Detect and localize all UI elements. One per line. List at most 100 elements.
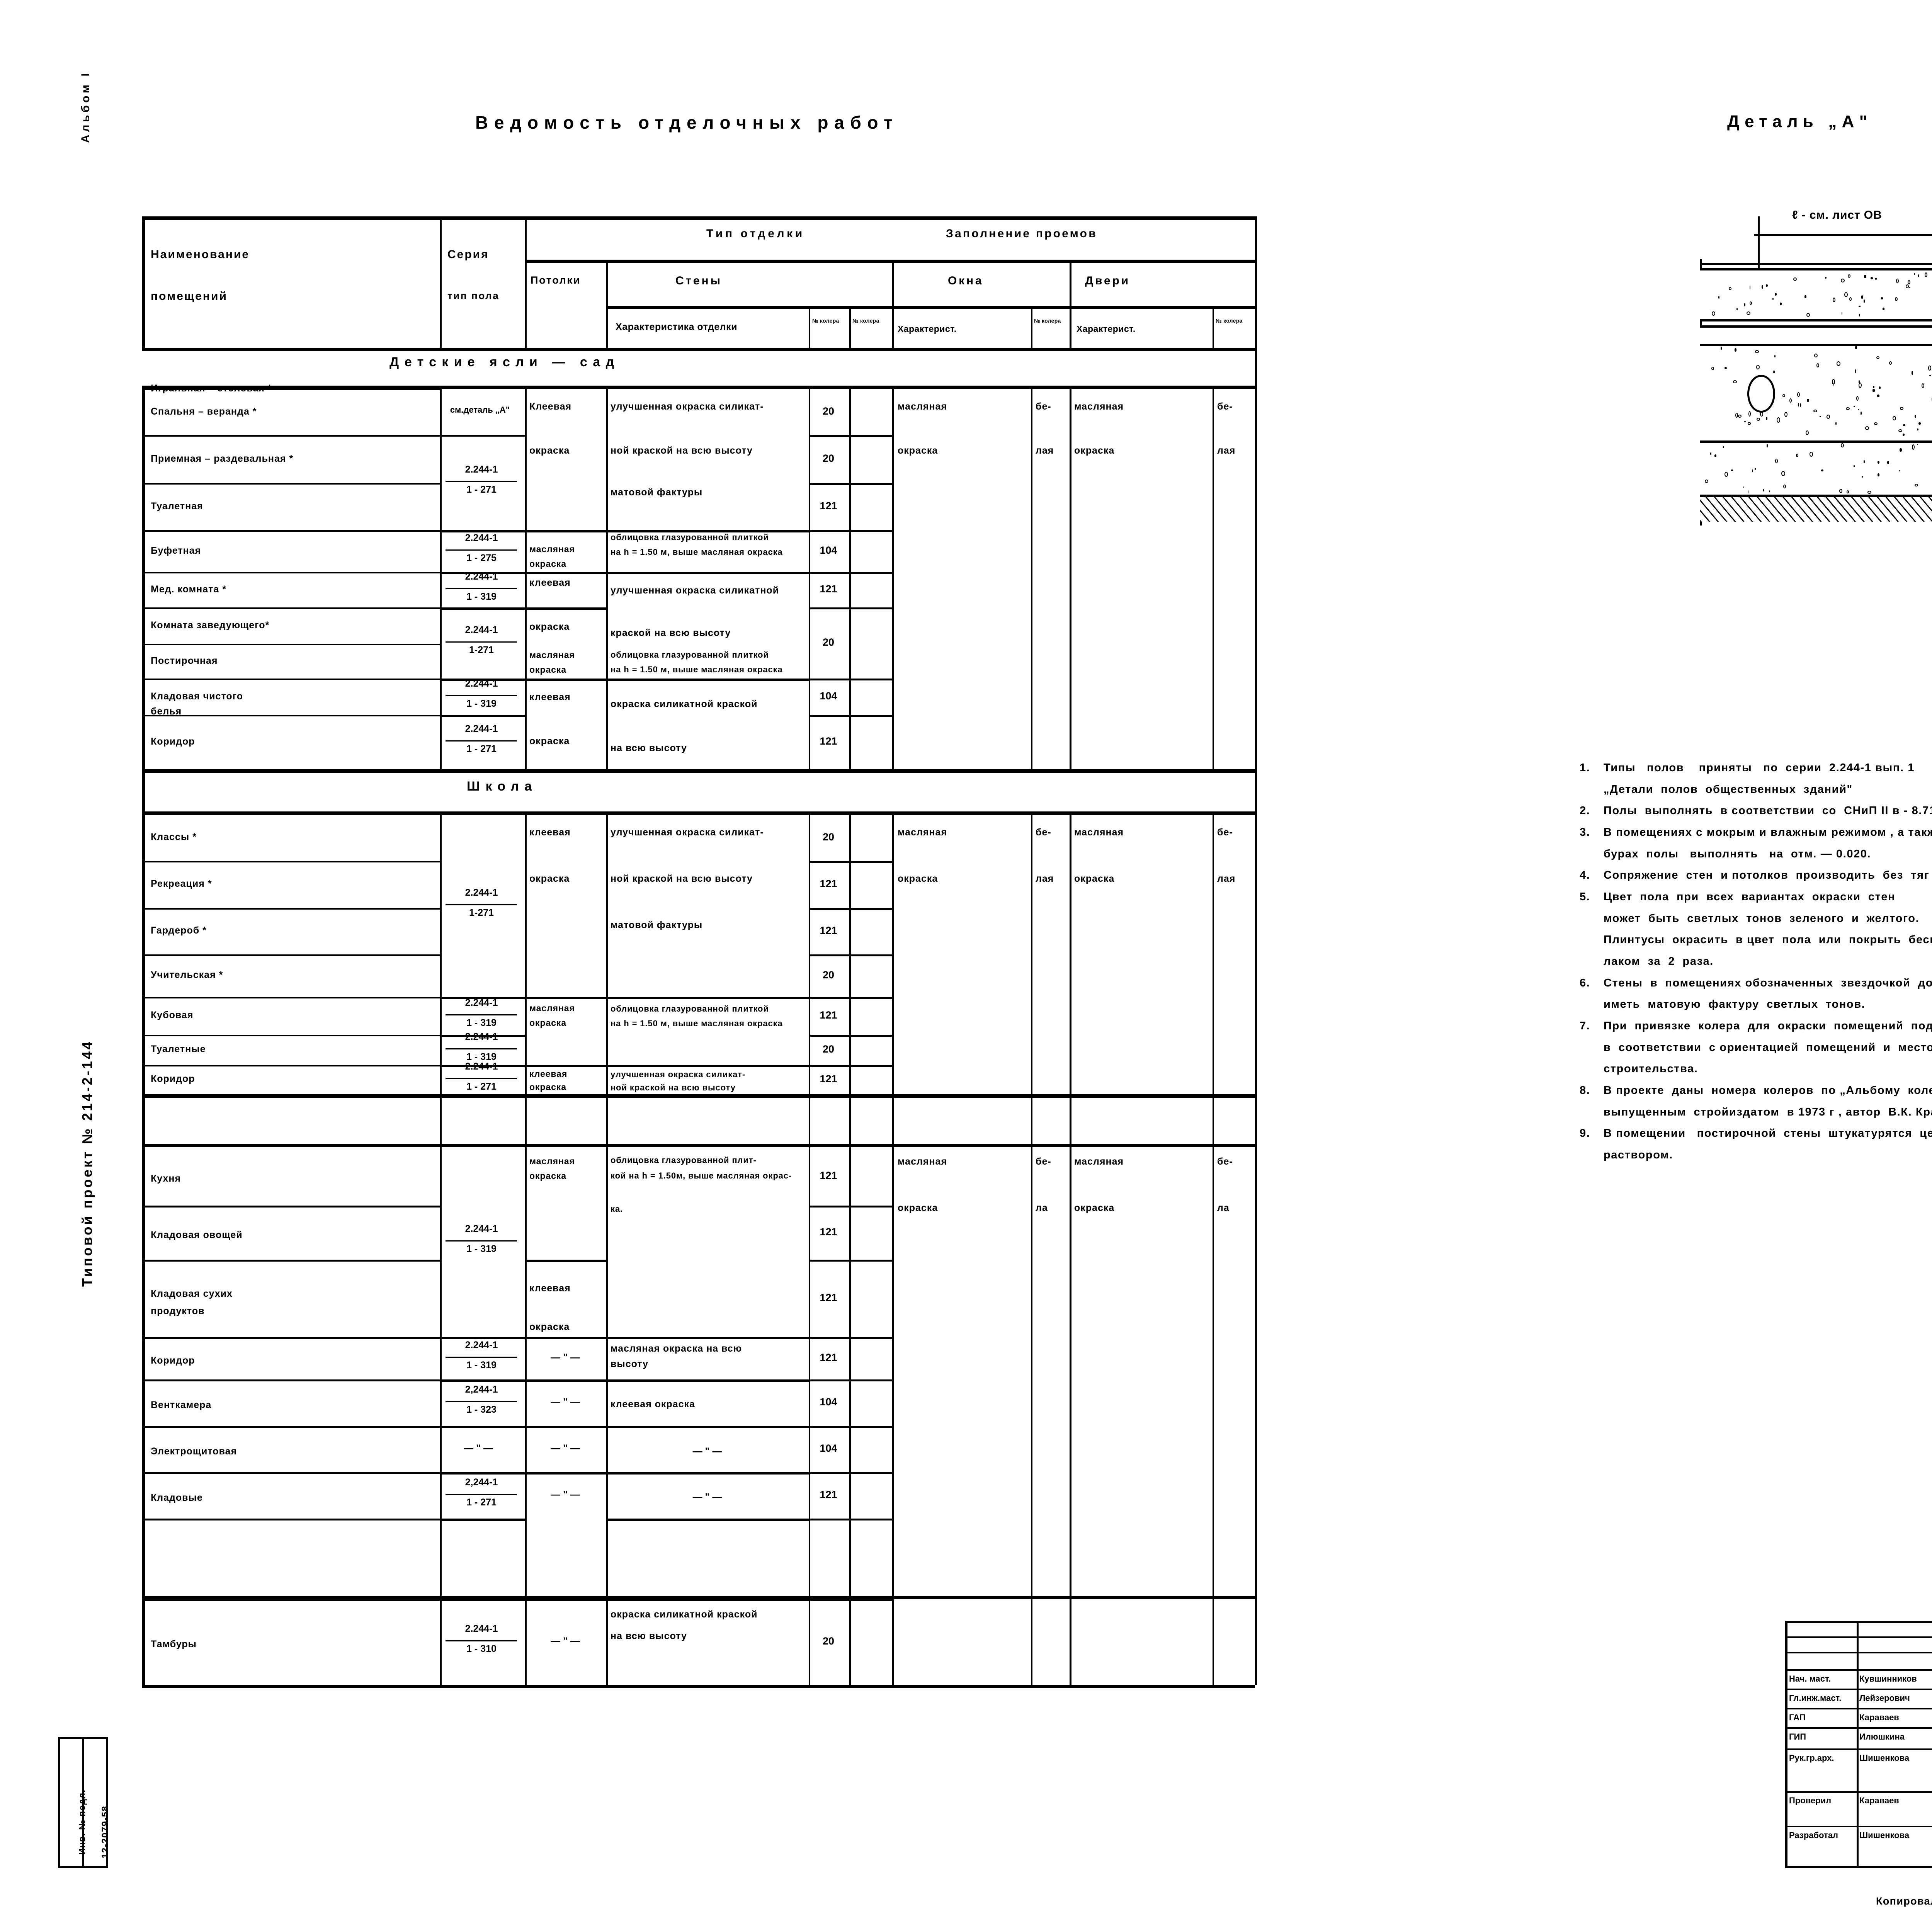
table-row-rule <box>809 607 892 609</box>
table-window-char: масляная <box>898 1156 947 1167</box>
table-ceiling-label: масляная <box>529 544 575 554</box>
note-line: может быть светлых тонов зеленого и желт… <box>1604 908 1932 930</box>
table-row-series: см.деталь „А" <box>441 405 519 415</box>
table-wall-text: ной краской на всю высоту <box>611 445 753 456</box>
note-line: раствором. <box>1604 1145 1932 1166</box>
section-title-nursery: Детские ясли — сад <box>389 355 619 370</box>
table-ceiling-label: окраска <box>529 736 570 747</box>
table-ceiling-label: масляная <box>529 1003 575 1014</box>
note-text: В помещениях с мокрым и влажным режимом … <box>1604 826 1932 838</box>
table-rule <box>892 386 894 769</box>
table-koler-value: 20 <box>810 452 847 464</box>
series-fraction-bar <box>446 588 517 589</box>
table-row-rule <box>142 572 440 573</box>
table-row-series-top: 2.244-1 <box>443 997 520 1009</box>
table-rule <box>849 306 851 348</box>
table-koler-value: 121 <box>810 735 847 747</box>
table-koler-value: 104 <box>810 544 847 556</box>
table-row-rule <box>142 1260 440 1262</box>
table-row-series-bottom: 1 - 275 <box>443 553 520 564</box>
table-row-name: Кладовая сухих продуктов <box>151 1285 233 1320</box>
table-row-name: Кухня <box>151 1170 181 1187</box>
table-rule <box>1070 260 1071 348</box>
title-block-role: Разработал <box>1789 1830 1838 1840</box>
table-row-rule <box>142 1337 440 1339</box>
table-row-name: Классы * <box>151 832 197 843</box>
header-col-koler-1: № колера <box>812 318 839 324</box>
dimension-label: ℓ - см. лист ОВ <box>1792 209 1882 222</box>
table-door-koler: лая <box>1217 445 1235 456</box>
table-rule <box>440 1097 442 1144</box>
copied-by-text: Копировал <box>1876 1895 1932 1907</box>
table-row-rule <box>142 861 440 862</box>
note-text: иметь матовую фактуру светлых тонов. <box>1604 998 1865 1010</box>
note-number: 8. <box>1580 1080 1590 1102</box>
table-row-series-top: 2.244-1 <box>443 1061 520 1072</box>
table-rule <box>849 811 851 1094</box>
table-koler-value: 121 <box>810 1292 847 1304</box>
table-row-rule <box>809 572 892 574</box>
note-line: 4. Сопряжение стен и потолков производить… <box>1604 865 1932 886</box>
note-text: „Детали полов общественных зданий" <box>1604 783 1853 796</box>
project-number-label: Типовой проект № 214-2-144 <box>79 1040 95 1287</box>
table-wall-text: облицовка глазурованной плиткой <box>611 532 769 543</box>
table-wall-text: — " — <box>629 1492 786 1503</box>
table-ceiling-label: окраска <box>529 1171 566 1181</box>
table-window-char: окраска <box>898 445 938 456</box>
table-wall-text: улучшенная окраска силикат- <box>611 827 764 838</box>
table-ceiling-label: — " — <box>530 1352 600 1363</box>
note-number: 3. <box>1580 822 1590 844</box>
table-row-name: Туалетная <box>151 499 203 514</box>
table-row-name: Кладовая овощей <box>151 1226 243 1244</box>
header-col-window-char: Характерист. <box>898 324 957 334</box>
table-window-koler: бе- <box>1036 401 1051 412</box>
note-line: „Детали полов общественных зданий" <box>1604 779 1932 801</box>
header-group-openings: Заполнение проемов <box>946 227 1097 240</box>
table-wall-text: матовой фактуры <box>611 487 702 498</box>
title-block-role: Гл.инж.маст. <box>1789 1693 1841 1703</box>
table-row-rule <box>142 769 440 770</box>
table-rule <box>606 386 608 769</box>
table-door-char: окраска <box>1074 873 1114 884</box>
table-row-rule <box>525 530 606 532</box>
table-koler-value: 104 <box>810 1396 847 1408</box>
table-ceiling-label: клеевая <box>529 692 571 703</box>
table-row-rule <box>440 715 525 717</box>
table-row-rule <box>809 1519 892 1520</box>
table-door-char: масляная <box>1074 827 1124 838</box>
table-row-rule <box>809 1035 892 1037</box>
series-fraction-bar <box>446 1078 517 1079</box>
title-block-name: Лейзерович <box>1859 1693 1910 1703</box>
table-wall-text: на всю высоту <box>611 1631 687 1642</box>
table-door-koler: бе- <box>1217 827 1233 838</box>
table-window-char: окраска <box>898 873 938 884</box>
table-ceiling-label: окраска <box>529 873 570 884</box>
table-rule <box>525 386 527 769</box>
table-koler-value: 104 <box>810 690 847 702</box>
title-block-rule <box>1785 1791 1932 1793</box>
header-col-door-char: Характерист. <box>1077 324 1136 334</box>
table-row-rule <box>606 1065 809 1067</box>
table-row-series-top: 2,244-1 <box>443 1477 520 1488</box>
table-row-series-top: 2.244-1 <box>443 532 520 544</box>
drawing-sheet: Альбом I Типовой проект № 214-2-144 Инв.… <box>0 0 1932 1932</box>
layer-divider <box>1700 319 1932 321</box>
table-wall-text: клеевая окраска <box>611 1399 695 1410</box>
table-rule <box>1213 306 1214 348</box>
table-row-rule <box>525 997 606 999</box>
table-row-rule <box>809 861 892 863</box>
table-row-rule <box>440 435 525 437</box>
table-row-rule <box>809 483 892 485</box>
table-row-rule <box>142 1094 440 1096</box>
table-row-rule <box>809 997 892 999</box>
table-row-rule <box>525 607 606 610</box>
table-section-rule <box>142 811 1255 815</box>
table-ceiling-label: окраска <box>529 445 570 456</box>
page-title: Ведомость отделочных работ <box>475 112 898 133</box>
table-row-rule <box>440 1599 525 1601</box>
table-koler-value: 20 <box>810 405 847 417</box>
series-fraction-bar <box>446 740 517 742</box>
table-row-rule <box>525 1337 606 1339</box>
table-rule <box>606 260 608 348</box>
table-window-koler: бе- <box>1036 1156 1051 1167</box>
